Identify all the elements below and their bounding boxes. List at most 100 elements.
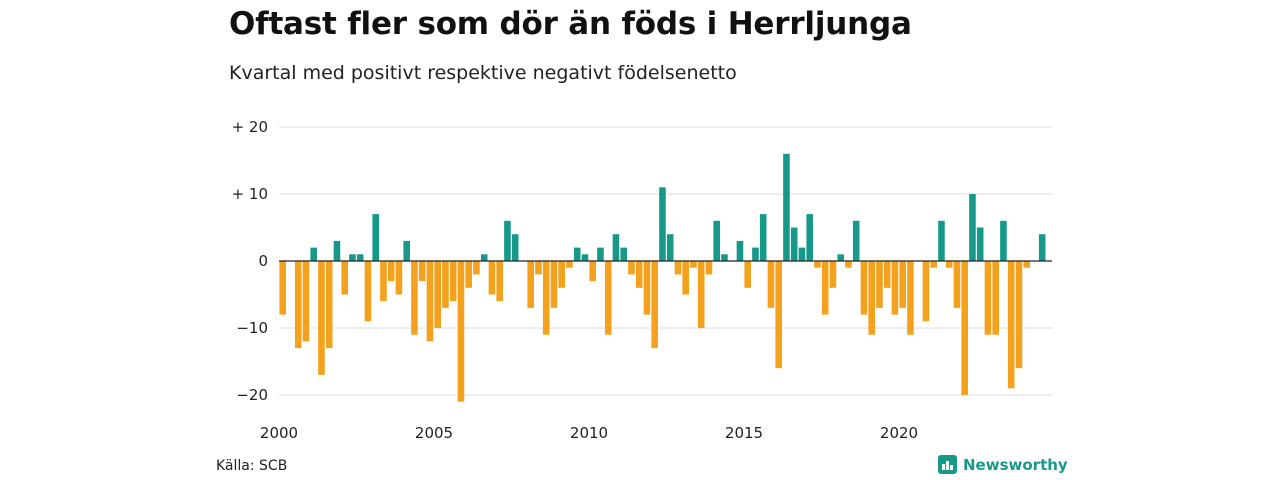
bar	[876, 261, 883, 308]
bar	[418, 261, 426, 282]
bar	[426, 261, 434, 342]
y-tick-label: + 10	[232, 185, 268, 203]
bar	[465, 261, 472, 288]
bar	[775, 261, 782, 369]
bar	[659, 187, 666, 261]
brand-name: Newsworthy	[963, 455, 1068, 474]
bar	[868, 261, 875, 335]
bar	[573, 247, 581, 261]
bar	[411, 261, 418, 335]
bar	[387, 261, 395, 282]
bar	[697, 261, 705, 328]
newsworthy-icon	[938, 455, 957, 474]
bar	[643, 261, 651, 315]
bar	[806, 214, 813, 261]
bar	[527, 261, 534, 308]
bar	[480, 254, 488, 261]
bar	[821, 261, 829, 315]
bar	[690, 261, 697, 268]
bar	[597, 247, 604, 261]
bar	[674, 261, 682, 275]
bar	[1023, 261, 1030, 268]
bar	[767, 261, 775, 308]
bar	[930, 261, 937, 268]
x-tick-label: 2020	[880, 424, 918, 442]
x-tick-label: 2005	[415, 424, 453, 442]
bar	[364, 261, 372, 322]
bar	[542, 261, 550, 335]
bar	[953, 261, 961, 308]
bar	[318, 261, 325, 375]
y-tick-label: 0	[258, 252, 268, 270]
bar	[945, 261, 953, 268]
chart-title: Oftast fler som dör än föds i Herrljunga	[229, 6, 912, 42]
bar	[837, 254, 844, 261]
bar	[473, 261, 480, 275]
bar	[395, 261, 403, 295]
bar	[1015, 261, 1023, 369]
bar	[860, 261, 868, 315]
bar	[635, 261, 643, 288]
bar	[891, 261, 899, 315]
bar	[349, 254, 356, 261]
bar	[566, 261, 573, 268]
bar	[744, 261, 751, 288]
source-note: Källa: SCB	[216, 458, 288, 474]
bar	[449, 261, 457, 302]
bar	[589, 261, 596, 282]
bar	[457, 261, 465, 402]
bar	[705, 261, 713, 275]
y-tick-label: −20	[236, 386, 268, 404]
bar	[550, 261, 558, 308]
bar	[1000, 220, 1007, 261]
bar	[620, 247, 627, 261]
bar	[1007, 261, 1015, 389]
bar	[341, 261, 348, 295]
bar	[852, 220, 860, 261]
bar	[535, 261, 542, 275]
bar	[682, 261, 689, 295]
bar	[310, 247, 317, 261]
bar	[294, 261, 302, 349]
bar	[829, 261, 837, 288]
brand-logo: Newsworthy	[938, 455, 1068, 474]
bar	[612, 234, 620, 261]
bar	[651, 261, 658, 349]
bar	[333, 240, 341, 261]
bar	[628, 261, 635, 275]
x-tick-label: 2000	[260, 424, 298, 442]
bar	[798, 247, 806, 261]
bar	[713, 220, 720, 261]
bar	[883, 261, 891, 288]
bar	[325, 261, 333, 349]
bar	[1038, 234, 1046, 261]
bar	[938, 220, 945, 261]
bar	[496, 261, 503, 302]
bar	[907, 261, 914, 335]
bar	[752, 247, 759, 261]
bar	[558, 261, 565, 288]
bar	[434, 261, 441, 328]
bar	[922, 261, 930, 322]
x-tick-label: 2015	[725, 424, 763, 442]
bar	[666, 234, 674, 261]
bar	[721, 254, 728, 261]
bar	[759, 214, 767, 261]
bar	[488, 261, 496, 295]
bar	[992, 261, 999, 335]
bar	[976, 227, 984, 261]
bar	[899, 261, 906, 308]
bar	[403, 240, 410, 261]
bar	[736, 240, 744, 261]
bar	[845, 261, 852, 268]
bar	[380, 261, 387, 302]
bar	[279, 261, 286, 315]
bar	[814, 261, 821, 268]
bar	[604, 261, 612, 335]
bar	[504, 220, 511, 261]
bar	[961, 261, 968, 395]
bar	[790, 227, 798, 261]
bar	[969, 194, 976, 261]
y-tick-label: + 20	[232, 118, 268, 136]
